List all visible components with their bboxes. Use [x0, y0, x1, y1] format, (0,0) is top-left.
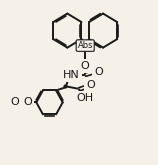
Text: O: O — [81, 61, 90, 71]
Text: O: O — [94, 66, 103, 77]
Text: O: O — [86, 80, 95, 90]
Text: Abs: Abs — [77, 41, 93, 50]
Text: O: O — [11, 97, 20, 107]
Text: OH: OH — [77, 93, 94, 103]
Text: HN: HN — [63, 70, 80, 80]
Text: O: O — [23, 97, 32, 107]
